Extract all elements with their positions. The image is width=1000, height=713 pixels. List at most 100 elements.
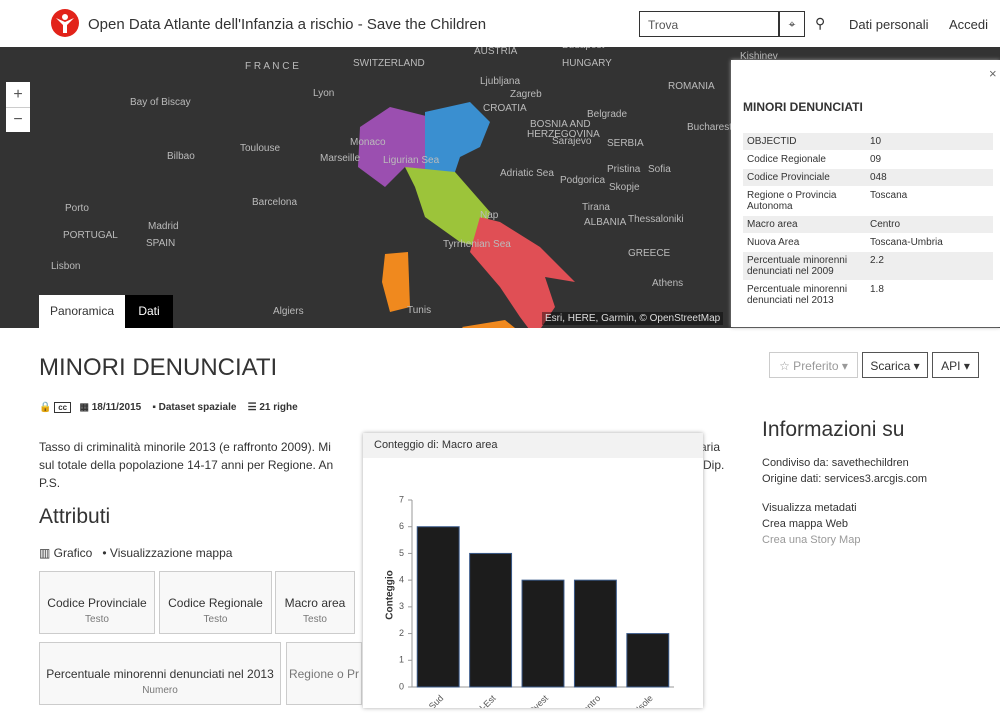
x-tick-label: Isole [634, 693, 655, 708]
field-name: Nuova Area [743, 233, 866, 252]
header: Open Data Atlante dell'Infanzia a rischi… [0, 0, 1000, 48]
description: Dip. [703, 458, 725, 472]
logo [51, 9, 79, 37]
attribute-card[interactable]: Codice Provinciale Testo [39, 571, 155, 634]
popup-row: Codice Provinciale 048 [743, 168, 993, 187]
y-tick-label: 2 [399, 628, 404, 638]
map-label: CROATIA [483, 103, 527, 114]
y-tick-label: 6 [399, 521, 404, 531]
button[interactable]: API ▾ [932, 352, 979, 378]
y-tick-label: 5 [399, 548, 404, 558]
section-title: Attributi [39, 505, 111, 528]
section-title: Informazioni su [762, 418, 905, 441]
map-label: Lisbon [51, 261, 80, 272]
region [462, 320, 515, 328]
locate-button[interactable]: ⌖ [779, 11, 805, 37]
x-tick-label: Nord-Est [466, 693, 499, 708]
kind: Dataset spaziale [158, 402, 237, 413]
map-label: Podgorica [560, 175, 605, 186]
link[interactable]: Visualizza metadati [762, 502, 857, 514]
map-label: Budapest [562, 47, 604, 51]
attribute-card[interactable]: Codice Regionale Testo [159, 571, 272, 634]
map-label: Nap [480, 210, 499, 221]
card-name: Regione o Pr [288, 667, 360, 681]
map-label: Belgrade [587, 109, 627, 120]
popup-row: Regione o Provincia Autonoma Toscana [743, 186, 993, 216]
description: P.S. [39, 476, 61, 490]
link[interactable]: Crea una Story Map [762, 534, 861, 546]
map-label: AUSTRIA [474, 47, 518, 57]
bar [626, 633, 670, 688]
description: Tasso di criminalità minorile 2013 (e ra… [39, 440, 331, 454]
description: aria [700, 440, 721, 454]
date: 18/11/2015 [91, 402, 142, 413]
map-label: Thessaloniki [628, 214, 684, 225]
link[interactable]: Crea mappa Web [762, 518, 849, 530]
y-tick-label: 0 [399, 681, 404, 691]
map-label: Zagreb [510, 89, 542, 100]
card-type: Testo [203, 614, 228, 625]
field-name: Regione o Provincia Autonoma [743, 186, 866, 216]
search-input[interactable]: Trova [639, 11, 779, 37]
field-value: Centro [866, 215, 993, 234]
search-button[interactable]: ⚲ [815, 15, 826, 31]
attribution: Esri, HERE, Garmin, © OpenStreetMap [542, 312, 724, 325]
tab[interactable]: Panoramica [39, 295, 125, 328]
map-label: Tunis [407, 305, 431, 316]
y-tick-label: 7 [399, 494, 404, 504]
card-name: Codice Provinciale [47, 596, 147, 610]
map-label: ROMANIA [668, 81, 715, 92]
region [358, 107, 430, 187]
zoom-in[interactable]: + [6, 82, 30, 108]
button[interactable]: ☆ Preferito ▾ [769, 352, 858, 378]
map-label: BOSNIA AND [530, 119, 591, 130]
region [470, 217, 575, 328]
nav-link[interactable]: Dati personali [849, 17, 929, 32]
nav-link[interactable]: Accedi [949, 17, 989, 32]
field-value: Toscana [866, 186, 993, 216]
attribute-card[interactable]: Regione o Pr [286, 642, 362, 705]
description: sul totale della popolazione 14-17 anni … [39, 458, 334, 472]
region [382, 252, 410, 312]
map-label: Pristina [607, 164, 641, 175]
map-label: HERZEGOVINA [527, 129, 600, 140]
field-value: 048 [866, 168, 993, 187]
map-label: Toulouse [240, 143, 280, 154]
field-name: Percentuale minorenni denunciati nel 201… [743, 280, 866, 310]
map-label: Bilbao [167, 151, 195, 162]
tab[interactable]: Dati [125, 295, 173, 328]
x-tick-label: Nord-Ovest [510, 693, 550, 708]
field-name: OBJECTID [743, 133, 866, 151]
attribute-card[interactable]: Macro area Testo [275, 571, 355, 634]
field-name: Codice Regionale [743, 150, 866, 169]
button[interactable]: Scarica ▾ [862, 352, 928, 378]
map-label: Tyrrhenian Sea [443, 239, 511, 250]
map-label: Sofia [648, 164, 671, 175]
map-label: Kishinev [740, 51, 778, 62]
bar [521, 579, 565, 688]
zoom-control: + − [6, 82, 30, 132]
close-button[interactable]: × [989, 66, 997, 81]
chart-title: Conteggio di: Macro area [363, 433, 703, 458]
toggle[interactable]: ▥ Grafico • Visualizzazione mappa [39, 546, 233, 560]
toggle-label: Visualizzazione mappa [109, 546, 233, 560]
map-label: ALBANIA [584, 217, 627, 228]
bar [416, 526, 460, 688]
popup-row: Codice Regionale 09 [743, 150, 993, 169]
map-label: GREECE [628, 248, 671, 259]
map-label: Bucharest [687, 122, 732, 133]
field-name: Percentuale minorenni denunciati nel 200… [743, 251, 866, 281]
popup-title: MINORI DENUNCIATI [743, 100, 863, 114]
map-label: Tirana [582, 202, 610, 213]
rows: 21 righe [259, 402, 298, 413]
zoom-out[interactable]: − [13, 111, 23, 128]
map-label: Barcelona [252, 197, 297, 208]
attribute-card[interactable]: Percentuale minorenni denunciati nel 201… [39, 642, 281, 705]
field-value: Toscana-Umbria [866, 233, 993, 252]
map-label: Porto [65, 203, 89, 214]
card-name: Percentuale minorenni denunciati nel 201… [46, 667, 274, 681]
field-name: Macro area [743, 215, 866, 234]
popup-row: Nuova Area Toscana-Umbria [743, 233, 993, 252]
bar [469, 552, 513, 688]
